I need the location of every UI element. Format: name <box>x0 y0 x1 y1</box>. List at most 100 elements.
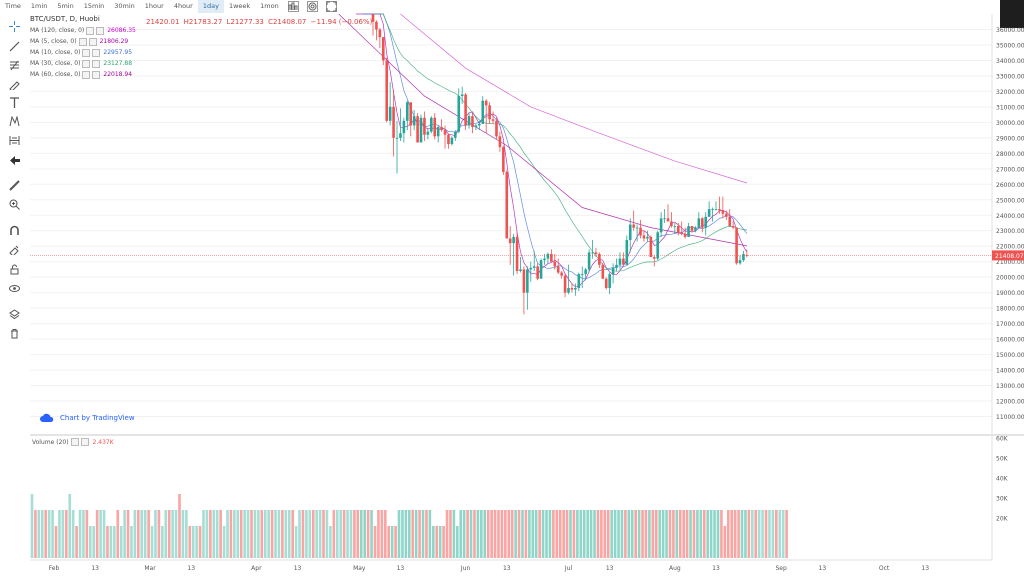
candle <box>450 136 454 146</box>
timeframe-1hour[interactable]: 1hour <box>144 2 164 10</box>
tradingview-branding[interactable]: Chart by TradingView <box>40 413 135 423</box>
candle <box>522 266 526 315</box>
measure-tool-icon[interactable] <box>6 132 22 148</box>
ma-settings-button[interactable] <box>78 37 87 46</box>
chart-type-icon[interactable] <box>287 1 299 12</box>
volume-bar <box>342 510 346 558</box>
change-value: −11.94 (−0.06%) <box>310 18 373 26</box>
candle <box>399 108 402 141</box>
volume-bar <box>198 526 202 558</box>
text-tool-icon[interactable] <box>6 94 22 110</box>
ma-value: 23127.88 <box>103 60 133 67</box>
price-tick-label: 33000.00 <box>996 73 1024 80</box>
timeframe-30min[interactable]: 30min <box>114 2 135 10</box>
timeframe-15min[interactable]: 15min <box>83 2 105 10</box>
volume-bar <box>116 510 120 558</box>
ma-hide-button[interactable] <box>92 59 101 68</box>
fib-tool-icon[interactable] <box>6 57 22 73</box>
price-tick-label: 12000.00 <box>996 399 1024 406</box>
ruler-icon[interactable] <box>6 177 22 193</box>
timeframe-4hour[interactable]: 4hour <box>173 2 193 10</box>
fullscreen-icon[interactable] <box>325 1 337 12</box>
time-tick-label: 13 <box>819 565 827 572</box>
volume-bar <box>610 510 613 558</box>
symbol-title: BTC/USDT, D, Huobi <box>30 15 100 23</box>
volume-bar <box>102 510 106 558</box>
settings-icon[interactable] <box>306 1 318 12</box>
volume-bar <box>239 510 243 558</box>
volume-bar <box>209 510 212 558</box>
candle <box>673 223 677 234</box>
candle <box>707 201 711 217</box>
volume-bar <box>476 510 480 558</box>
time-tick-label: 13 <box>397 565 405 572</box>
volume-settings-button[interactable] <box>70 438 79 446</box>
candle <box>563 274 567 298</box>
volume-bar <box>480 510 483 558</box>
volume-bar <box>541 510 545 558</box>
volume-bar <box>490 510 493 558</box>
timeframe-1week[interactable]: 1week <box>228 2 251 10</box>
price-tick-label: 16000.00 <box>996 337 1024 344</box>
time-tick-label: 13 <box>921 565 929 572</box>
volume-bar <box>390 526 394 558</box>
candle <box>646 230 649 242</box>
volume-bar <box>311 510 315 558</box>
eye-icon[interactable] <box>6 280 22 296</box>
ma-hide-button[interactable] <box>92 48 101 57</box>
timeframe-1day[interactable]: 1day <box>197 0 224 13</box>
pattern-tool-icon[interactable] <box>6 113 22 129</box>
price-tick-label: 25000.00 <box>996 197 1024 204</box>
trend-line-icon[interactable] <box>6 38 22 54</box>
volume-bar <box>706 510 710 558</box>
drawing-toolbar <box>0 14 30 354</box>
candle <box>687 223 690 237</box>
price-tick-label: 30000.00 <box>996 120 1024 127</box>
timeframe-5min[interactable]: 5min <box>57 2 74 10</box>
volume-bar <box>185 510 188 558</box>
timeframe-time[interactable]: Time <box>5 2 21 10</box>
candle <box>464 92 467 131</box>
ma-settings-button[interactable] <box>82 59 91 68</box>
candle <box>498 131 502 152</box>
layers-icon[interactable] <box>6 306 22 322</box>
volume-bar <box>167 510 171 558</box>
volume-value: 2.437K <box>92 438 114 446</box>
trash-icon[interactable] <box>6 325 22 341</box>
volume-bar <box>558 510 562 558</box>
volume-bar <box>92 526 96 558</box>
volume-bar <box>260 510 264 558</box>
volume-bar <box>630 510 634 558</box>
arrow-left-icon[interactable] <box>6 152 22 168</box>
crosshair-icon[interactable] <box>6 18 22 34</box>
volume-bar <box>757 510 761 558</box>
volume-bar <box>130 526 133 558</box>
brush-icon[interactable] <box>6 76 22 92</box>
cloud-icon <box>40 413 54 422</box>
candle <box>505 170 509 239</box>
lock-icon[interactable] <box>6 261 22 277</box>
zoom-in-icon[interactable] <box>6 196 22 212</box>
ma-settings-button[interactable] <box>82 70 91 79</box>
ma-value: 26086.35 <box>107 27 136 34</box>
candle <box>670 212 673 228</box>
ma-hide-button[interactable] <box>88 37 97 46</box>
price-tick-label: 22000.00 <box>996 244 1024 251</box>
ma-settings-button[interactable] <box>86 26 95 35</box>
volume-close-button[interactable] <box>80 438 89 446</box>
timeframe-1min[interactable]: 1min <box>30 2 48 10</box>
volume-bar <box>75 526 78 558</box>
magnet-icon[interactable] <box>6 222 22 238</box>
ma-hide-button[interactable] <box>92 70 101 79</box>
volume-bar <box>394 526 397 558</box>
volume-bar <box>383 510 387 558</box>
ma-settings-button[interactable] <box>82 48 91 57</box>
volume-bar <box>47 510 51 558</box>
candle <box>406 100 409 131</box>
timeframe-1mon[interactable]: 1mon <box>260 2 279 10</box>
ma-hide-button[interactable] <box>96 26 105 35</box>
candle <box>604 277 608 290</box>
lock-drawing-icon[interactable] <box>6 241 22 257</box>
time-tick-label: Aug <box>669 565 681 572</box>
